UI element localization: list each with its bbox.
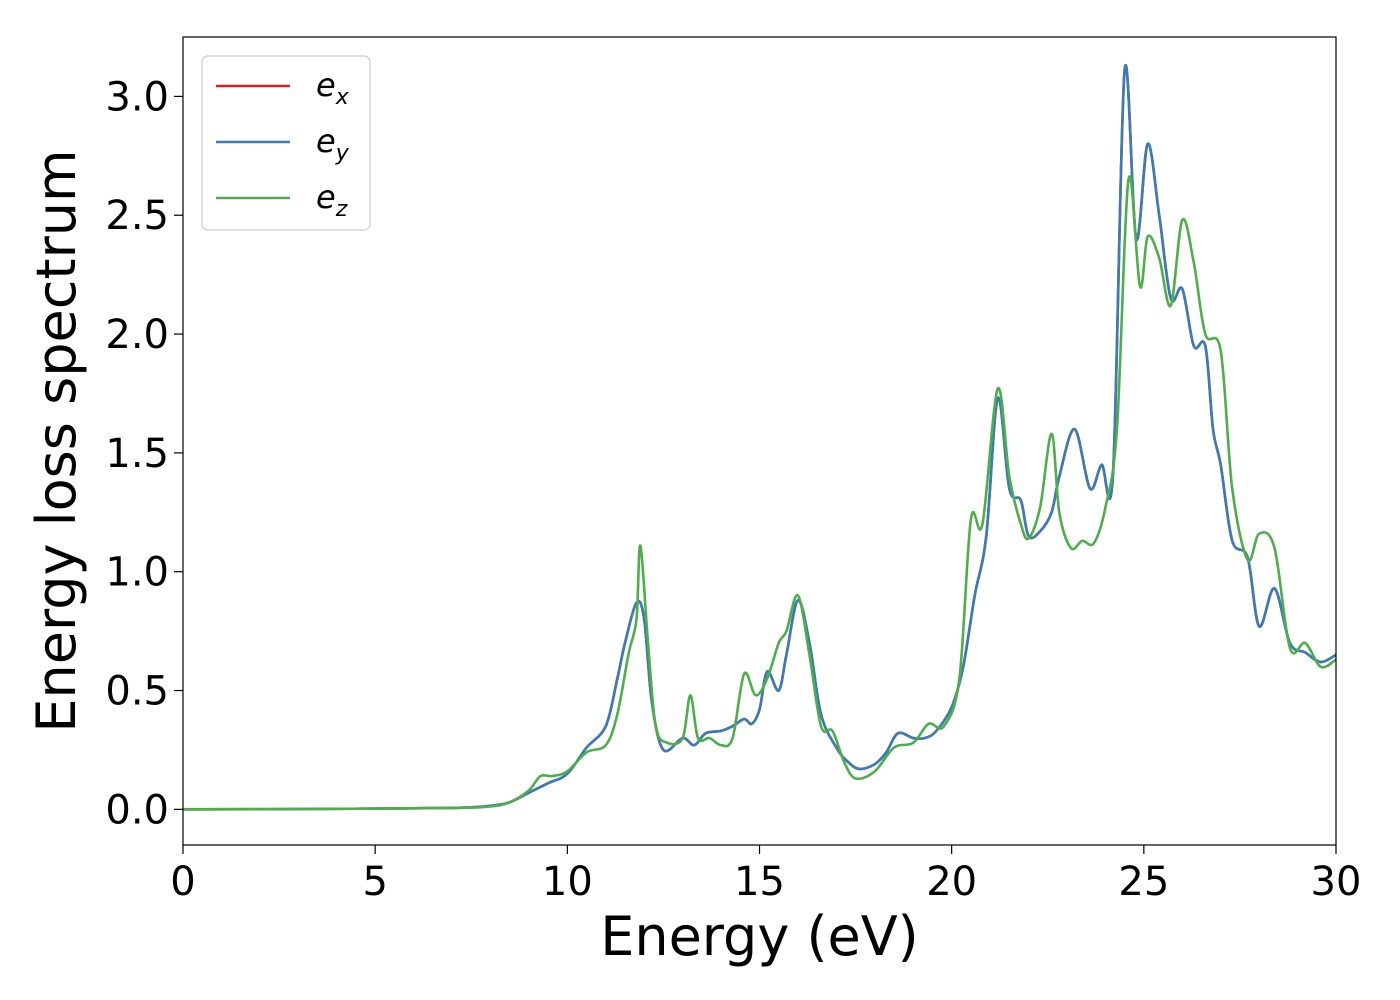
x-tick-label: 0 [170, 859, 195, 905]
x-tick-label: 10 [542, 859, 593, 905]
y-tick-label: 3.0 [105, 74, 169, 120]
x-axis-label: Energy (eV) [600, 905, 919, 968]
y-tick-label: 1.5 [105, 431, 169, 477]
y-tick-label: 0.5 [105, 669, 169, 715]
series-line-z [183, 175, 1336, 811]
x-tick-label: 25 [1118, 859, 1169, 905]
x-tick-label: 20 [926, 859, 977, 905]
y-tick-label: 2.5 [105, 193, 169, 239]
x-axis-ticks: 0 5 10 15 20 25 30 [170, 845, 1361, 905]
y-tick-label: 2.0 [105, 312, 169, 358]
y-tick-label: 1.0 [105, 550, 169, 596]
y-axis-ticks: 0.0 0.5 1.0 1.5 2.0 2.5 3.0 [105, 74, 183, 833]
x-tick-label: 30 [1311, 859, 1362, 905]
y-tick-label: 0.0 [105, 787, 169, 833]
x-tick-label: 15 [734, 859, 785, 905]
x-tick-label: 5 [362, 859, 387, 905]
y-axis-label: Energy loss spectrum [25, 149, 88, 732]
series-layer [183, 64, 1336, 811]
